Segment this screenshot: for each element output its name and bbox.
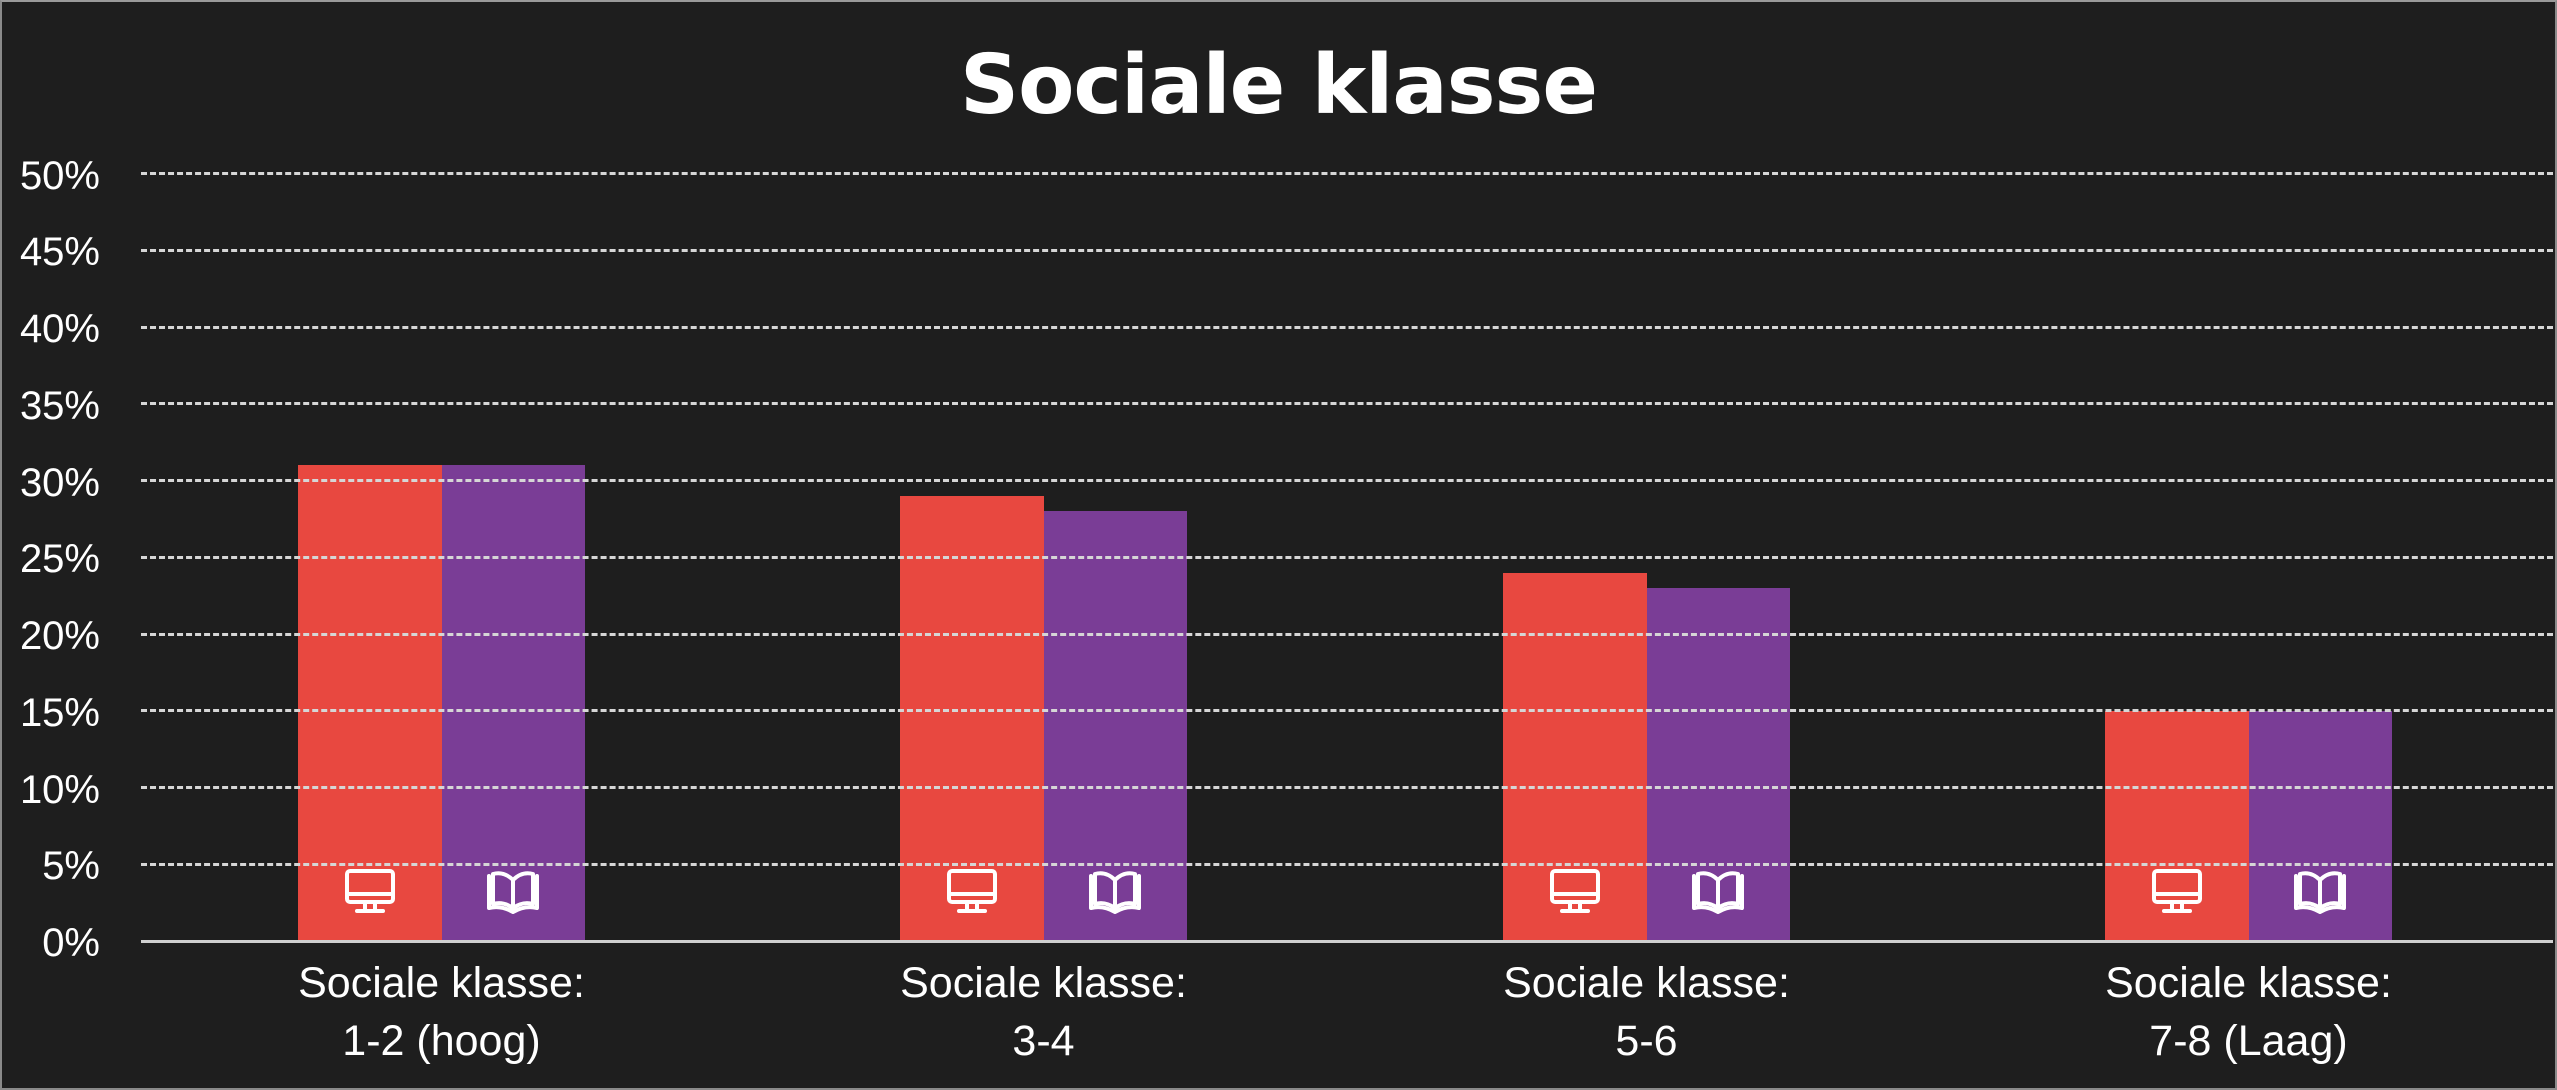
gridline xyxy=(141,248,2553,252)
y-tick-label: 15% xyxy=(19,690,100,735)
book-icon xyxy=(1087,868,1143,916)
x-category-label: Sociale klasse: 5-6 xyxy=(1397,954,1897,1070)
y-tick-label: 35% xyxy=(19,383,100,428)
x-category-label: Sociale klasse: 7-8 (Laag) xyxy=(1999,954,2499,1070)
y-tick-label: 50% xyxy=(19,153,100,198)
gridline xyxy=(141,555,2553,559)
gridline xyxy=(141,172,2553,176)
gridline xyxy=(141,862,2553,866)
monitor-icon xyxy=(2149,868,2205,916)
x-category-label-line1: Sociale klasse: xyxy=(900,959,1187,1007)
monitor-icon xyxy=(1547,868,1603,916)
x-category-label-line1: Sociale klasse: xyxy=(1503,959,1790,1007)
bar-online-2 xyxy=(900,495,1044,941)
x-category-label-line1: Sociale klasse: xyxy=(2105,959,2392,1007)
bar-online-1 xyxy=(298,465,442,941)
chart-title: Sociale klasse xyxy=(960,38,1598,133)
y-tick-label: 5% xyxy=(42,844,100,889)
x-category-label: Sociale klasse: 1-2 (hoog) xyxy=(192,954,692,1070)
bar-print-2 xyxy=(1043,511,1187,941)
y-tick-label: 30% xyxy=(19,460,100,505)
x-category-label-line2: 1-2 (hoog) xyxy=(342,1017,541,1065)
y-tick-label: 0% xyxy=(42,921,100,965)
gridline xyxy=(141,786,2553,790)
bar-print-1 xyxy=(441,465,585,941)
gridline xyxy=(141,402,2553,406)
gridline xyxy=(141,479,2553,483)
book-icon xyxy=(2292,868,2348,916)
monitor-icon xyxy=(944,868,1000,916)
monitor-icon xyxy=(342,868,398,916)
x-category-label: Sociale klasse: 3-4 xyxy=(794,954,1294,1070)
y-tick-label: 20% xyxy=(19,614,100,659)
y-tick-label: 40% xyxy=(19,307,100,352)
x-category-label-line2: 5-6 xyxy=(1615,1017,1678,1065)
gridline xyxy=(141,632,2553,636)
y-tick-label: 10% xyxy=(19,767,100,812)
book-icon xyxy=(485,868,541,916)
book-icon xyxy=(1690,868,1746,916)
y-tick-label: 45% xyxy=(19,230,100,275)
gridline xyxy=(141,709,2553,713)
x-category-label-line2: 7-8 (Laag) xyxy=(2149,1017,2348,1065)
x-category-label-line2: 3-4 xyxy=(1012,1017,1075,1065)
x-axis-line xyxy=(141,939,2553,943)
x-category-label-line1: Sociale klasse: xyxy=(298,959,585,1007)
y-tick-label: 25% xyxy=(19,537,100,582)
gridline xyxy=(141,325,2553,329)
